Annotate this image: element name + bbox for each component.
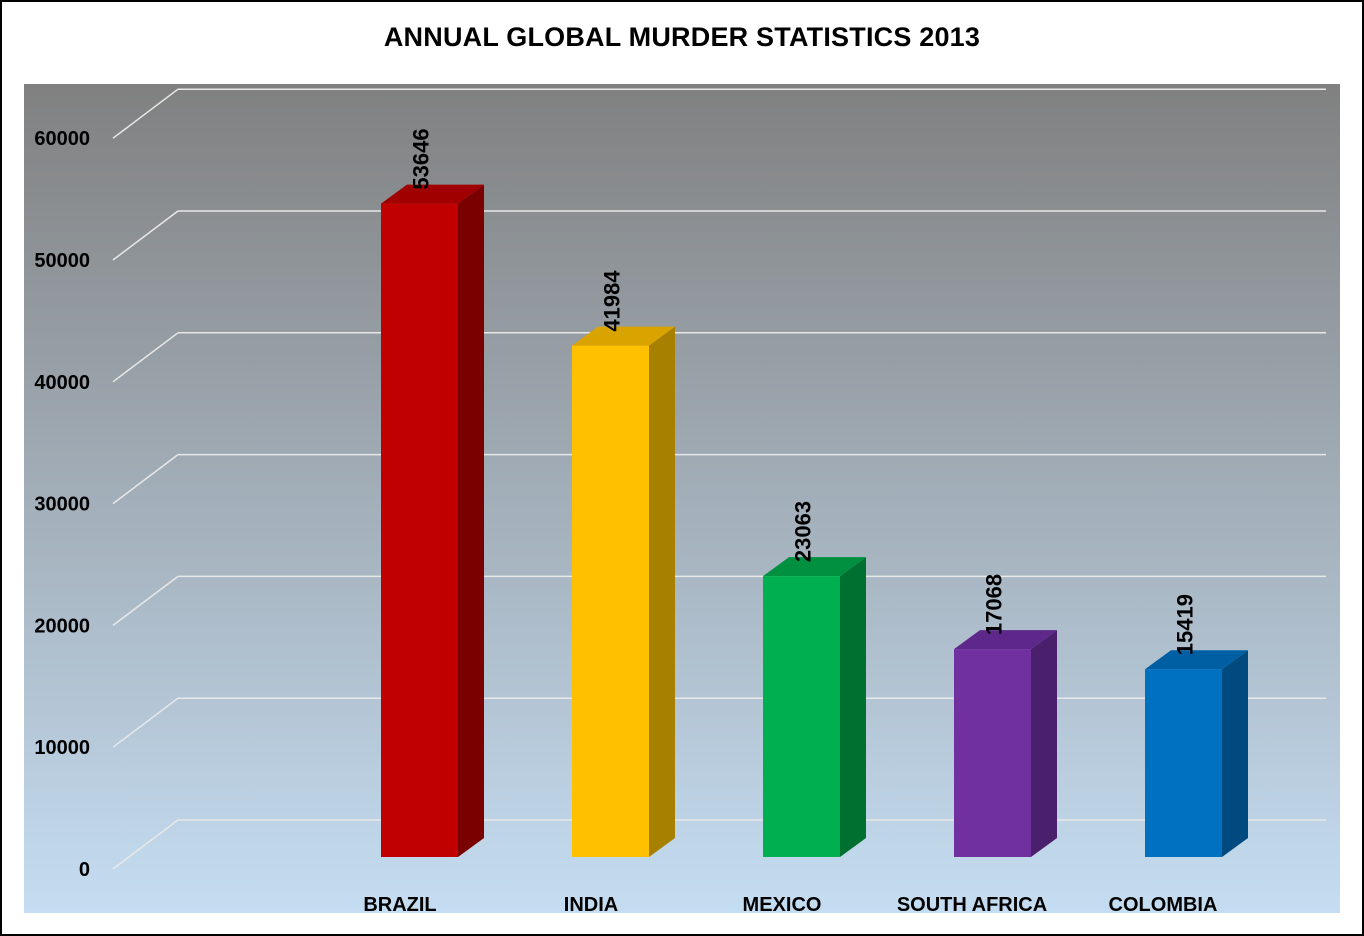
data-label: 17068 [982, 574, 1007, 635]
x-category-label: INDIA [564, 894, 618, 916]
data-label: 15419 [1173, 594, 1198, 655]
bar-front [954, 649, 1031, 857]
data-labels: 53646 41984 23063 17068 15419 [409, 128, 1198, 655]
y-tick-label: 30000 [34, 494, 90, 516]
y-tick-label: 10000 [34, 737, 90, 759]
bar-front [763, 576, 840, 857]
bar-top [763, 557, 866, 577]
bar-india [572, 326, 675, 857]
bar-top [381, 184, 484, 204]
y-tick-label: 60000 [34, 128, 90, 150]
y-tick-label: 20000 [34, 615, 90, 637]
bar-front [572, 345, 649, 857]
bar-top [572, 326, 675, 346]
bar-brazil [381, 184, 484, 857]
gridline-diagonal [112, 88, 179, 139]
bar-top [954, 630, 1057, 650]
bar-side [649, 326, 675, 857]
chart-title: ANNUAL GLOBAL MURDER STATISTICS 2013 [383, 22, 981, 52]
x-category-label: COLOMBIA [1109, 894, 1218, 916]
gridline-diagonal [112, 697, 179, 748]
bar-front [381, 203, 458, 857]
y-axis-ticks: 0 10000 20000 30000 40000 50000 60000 [34, 128, 90, 881]
bar-mexico [763, 557, 866, 857]
bar-side [840, 557, 866, 857]
bar-side [1031, 630, 1057, 857]
bar-top [1145, 650, 1248, 670]
x-category-label: MEXICO [743, 894, 822, 916]
bar-side [1222, 650, 1248, 857]
bar-colombia [1145, 650, 1248, 857]
data-label: 41984 [600, 270, 625, 332]
y-tick-label: 50000 [34, 250, 90, 272]
bar-side [458, 184, 484, 857]
data-label: 23063 [791, 501, 816, 562]
gridline-diagonal [112, 575, 179, 626]
gridline-diagonal [112, 819, 179, 870]
bar-south-africa [954, 630, 1057, 857]
y-tick-label: 0 [79, 859, 90, 881]
x-category-label: BRAZIL [363, 894, 436, 916]
x-axis-categories: BRAZIL INDIA MEXICO SOUTH AFRICA COLOMBIA [363, 894, 1217, 916]
gridline-diagonal [112, 332, 179, 383]
data-label: 53646 [409, 128, 434, 189]
x-category-label: SOUTH AFRICA [897, 894, 1047, 916]
gridline-diagonal [112, 454, 179, 505]
gridline-diagonal [112, 210, 179, 261]
bars [381, 184, 1248, 857]
y-tick-label: 40000 [34, 372, 90, 394]
gridlines [112, 88, 1326, 870]
bar-front [1145, 669, 1222, 857]
plot-background [24, 84, 1340, 913]
